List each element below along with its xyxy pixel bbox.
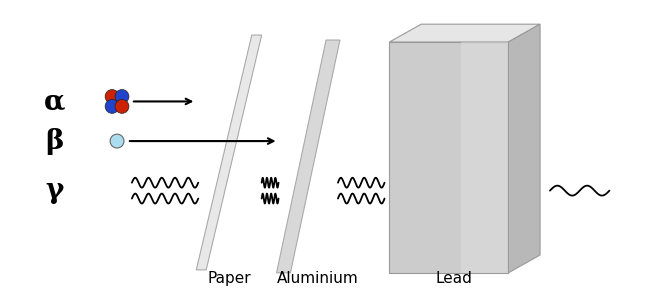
Text: Paper: Paper — [207, 271, 251, 286]
Text: β: β — [45, 128, 64, 155]
Polygon shape — [461, 42, 508, 273]
Circle shape — [115, 90, 129, 103]
Circle shape — [105, 90, 119, 103]
Text: α: α — [44, 88, 65, 115]
Text: Lead: Lead — [436, 271, 472, 286]
Circle shape — [105, 100, 119, 113]
Text: Aluminium: Aluminium — [277, 271, 359, 286]
Polygon shape — [390, 42, 508, 273]
Polygon shape — [508, 24, 540, 273]
Polygon shape — [390, 24, 540, 42]
Text: γ: γ — [45, 177, 64, 204]
Circle shape — [110, 134, 124, 148]
Polygon shape — [196, 35, 261, 270]
Polygon shape — [277, 40, 340, 273]
Circle shape — [115, 100, 129, 113]
